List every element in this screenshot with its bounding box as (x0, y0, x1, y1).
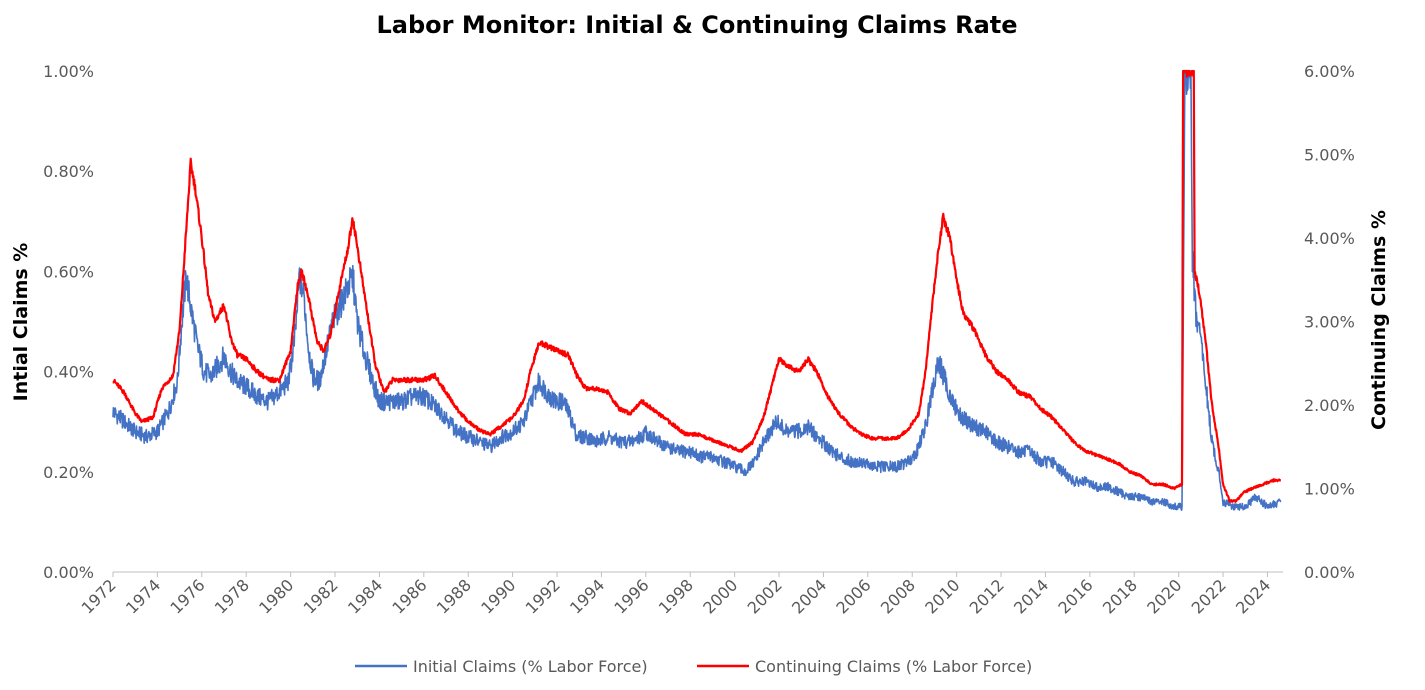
right-tick-label: 2.00% (1304, 396, 1355, 415)
right-tick-label: 5.00% (1304, 146, 1355, 165)
right-tick-label: 0.00% (1304, 563, 1355, 582)
legend-initial-claims-label: Initial Claims (% Labor Force) (413, 657, 648, 676)
left-axis-title: Intial Claims % (10, 243, 32, 402)
x-tick-label: 1994 (566, 575, 608, 617)
x-tick-label: 2010 (921, 575, 963, 617)
x-tick-label: 2002 (744, 575, 786, 617)
x-tick-label: 1988 (433, 575, 475, 617)
x-tick-label: 1974 (122, 575, 164, 617)
x-tick-label: 1976 (166, 575, 208, 617)
x-tick-label: 2024 (1232, 575, 1274, 617)
x-tick-label: 2022 (1188, 575, 1230, 617)
right-tick-label: 4.00% (1304, 229, 1355, 248)
left-tick-label: 0.60% (43, 262, 94, 281)
chart-title: Labor Monitor: Initial & Continuing Clai… (376, 11, 1017, 39)
x-tick-label: 2006 (832, 575, 874, 617)
x-tick-label: 1986 (388, 575, 430, 617)
x-tick-label: 1984 (344, 575, 386, 617)
initial-claims-line (112, 70, 1282, 511)
right-tick-label: 6.00% (1304, 62, 1355, 81)
right-tick-label: 1.00% (1304, 480, 1355, 499)
x-tick-label: 1982 (300, 575, 342, 617)
series-layer (112, 69, 1282, 511)
x-tick-label: 2004 (788, 575, 830, 617)
x-tick-label: 1980 (255, 575, 297, 617)
x-tick-label: 2014 (1010, 575, 1052, 617)
x-tick-label: 2018 (1099, 575, 1141, 617)
x-tick-label: 2012 (966, 575, 1008, 617)
left-tick-label: 0.80% (43, 162, 94, 181)
x-tick-label: 2000 (699, 575, 741, 617)
right-tick-label: 3.00% (1304, 313, 1355, 332)
left-tick-label: 0.20% (43, 463, 94, 482)
continuing-claims-line (112, 69, 1282, 503)
legend: Initial Claims (% Labor Force) Continuing… (355, 657, 1032, 676)
x-tick-label: 1978 (211, 575, 253, 617)
x-tick-label: 1990 (477, 575, 519, 617)
x-tick-label: 2008 (877, 575, 919, 617)
x-tick-label: 2016 (1054, 575, 1096, 617)
legend-continuing-claims-label: Continuing Claims (% Labor Force) (755, 657, 1032, 676)
left-axis: 0.00% 0.20% 0.40% 0.60% 0.80% 1.00% (43, 62, 94, 582)
left-tick-label: 0.00% (43, 563, 94, 582)
x-tick-label: 1998 (655, 575, 697, 617)
right-axis: 0.00% 1.00% 2.00% 3.00% 4.00% 5.00% 6.00% (1304, 62, 1355, 582)
x-tick-label: 1996 (610, 575, 652, 617)
x-tick-label: 1992 (522, 575, 564, 617)
x-tick-label: 2020 (1143, 575, 1185, 617)
x-axis: 1972 1974 1976 1978 1980 1982 1984 1986 1988 1990… (78, 572, 1274, 618)
right-axis-title: Continuing Claims % (1368, 210, 1390, 430)
left-tick-label: 1.00% (43, 62, 94, 81)
left-tick-label: 0.40% (43, 363, 94, 382)
